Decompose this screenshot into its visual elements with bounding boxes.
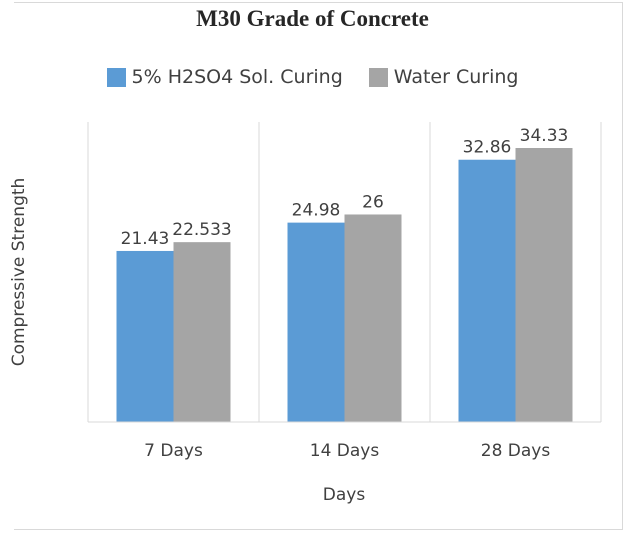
data-label: 21.43 (121, 229, 170, 249)
data-label: 32.86 (463, 138, 512, 158)
legend: 5% H2SO4 Sol. Curing Water Curing (0, 66, 625, 88)
legend-item-h2so4: 5% H2SO4 Sol. Curing (106, 66, 343, 88)
category-tick-label: 14 Days (310, 441, 380, 461)
category-tick-label: 7 Days (144, 441, 203, 461)
legend-label-h2so4: 5% H2SO4 Sol. Curing (131, 66, 343, 88)
chart-title: M30 Grade of Concrete (196, 6, 429, 31)
bar (344, 214, 402, 422)
category-ticks-group: 7 Days 14 Days 28 Days (144, 441, 550, 461)
data-label: 34.33 (520, 126, 569, 146)
legend-label-water: Water Curing (393, 66, 519, 88)
data-label: 22.533 (172, 220, 231, 240)
category-separators (87, 122, 602, 422)
data-label: 24.98 (292, 201, 341, 221)
legend-swatch-h2so4 (106, 67, 126, 87)
bar (287, 222, 345, 422)
bar (116, 250, 174, 422)
bar (515, 148, 573, 422)
bar (173, 242, 231, 422)
data-label: 26 (362, 192, 384, 212)
bar (458, 159, 516, 422)
data-labels-group: 21.43 22.533 24.98 26 32.86 34.33 (121, 126, 569, 249)
legend-swatch-water (368, 67, 388, 87)
y-axis-title: Compressive Strength (9, 178, 29, 367)
bars-group (116, 148, 573, 422)
x-axis-title: Days (323, 485, 366, 505)
legend-item-water: Water Curing (368, 66, 519, 88)
category-tick-label: 28 Days (481, 441, 551, 461)
